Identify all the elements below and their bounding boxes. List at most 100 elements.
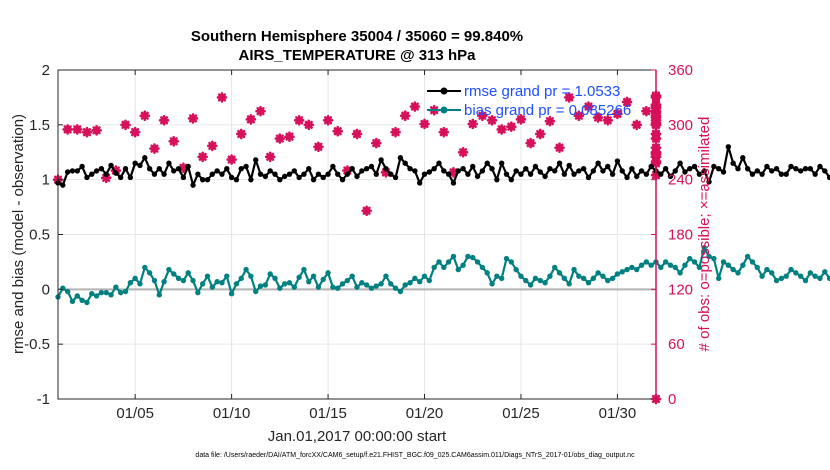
rmse-point-28 [190,182,196,188]
obs-point-57 [602,114,614,126]
legend: rmse grand pr = 1.0533 bias grand pr = 0… [427,83,631,119]
obs-point-41 [448,167,459,178]
bias-point-8 [93,293,100,299]
bias-point-104 [556,270,563,276]
bias-point-73 [407,280,413,286]
rmse-point-62 [354,173,360,180]
bias-point-33 [214,278,220,285]
rmse-point-103 [552,168,558,174]
bias-point-92 [498,275,505,282]
bias-point-120 [634,266,640,273]
rmse-point-1 [60,182,66,188]
bias-point-91 [494,273,500,279]
rmse-point-154 [797,168,804,174]
y-tick-label-left-6: 2 [42,62,50,79]
bias-point-47 [281,281,288,287]
y-tick-label-left-2: 0 [42,281,50,298]
rmse-point-18 [142,155,148,161]
rmse-point-72 [402,160,408,166]
rmse-point-64 [363,166,370,172]
bias-point-60 [344,277,351,284]
rmse-point-109 [580,166,587,172]
rmse-point-56 [325,171,331,177]
bias-point-122 [643,259,650,265]
rmse-point-132 [691,163,698,170]
rmse-point-158 [817,163,823,170]
rmse-point-37 [233,176,240,183]
obs-point-17 [216,92,228,103]
bias-point-156 [807,270,814,276]
rmse-point-157 [812,171,818,177]
bias-point-38 [238,275,244,282]
bias-point-129 [677,270,683,276]
obs-point-46 [496,124,507,135]
bias-point-160 [826,275,830,282]
bias-point-105 [561,275,568,282]
bias-point-157 [812,273,818,279]
bias-point-94 [508,259,515,265]
bias-point-87 [474,259,481,265]
bias-point-61 [349,273,355,279]
bias-point-96 [518,273,524,279]
rmse-point-59 [339,176,346,183]
obs-point-19 [235,128,247,140]
rmse-point-29 [195,171,201,177]
y-axis-left: -1 -0.5 0 0.5 1 1.5 2 [24,62,63,408]
rmse-point-127 [667,173,674,180]
bias-point-85 [465,253,471,260]
rmse-point-119 [629,166,635,172]
obs-point-53 [563,92,575,103]
bias-point-29 [195,289,201,296]
rmse-point-152 [788,163,794,170]
rmse-point-130 [682,169,688,175]
bias-point-15 [127,280,134,286]
rmse-point-34 [219,171,225,177]
bias-point-41 [253,288,259,295]
obs-point-56 [592,112,604,123]
bias-point-123 [648,262,654,268]
obs-point-29 [332,125,344,137]
bias-point-143 [744,253,751,260]
bias-point-128 [672,264,678,271]
rmse-point-156 [807,166,814,172]
chart-title: Southern Hemisphere 35004 / 35060 = 99.8… [191,28,523,45]
rmse-point-88 [479,168,486,174]
bias-point-53 [310,273,317,279]
rmse-point-76 [421,171,428,177]
rmse-point-131 [687,166,693,172]
obs-point-52 [554,142,565,153]
obs-point-50 [534,128,546,140]
rmse-point-7 [89,171,95,177]
y-tick-label-left-3: 0.5 [29,227,50,244]
rmse-point-104 [556,160,563,166]
obs-point-25 [293,114,305,126]
bias-point-138 [720,259,727,265]
rmse-point-49 [291,168,298,174]
obs-point-24 [284,131,295,143]
obs-point-47 [506,121,517,132]
bias-point-40 [248,273,254,279]
bias-point-90 [489,281,495,287]
bias-point-83 [455,266,461,273]
x-axis: 01/05 01/10 01/15 01/20 01/25 01/30 [116,70,636,422]
bias-point-76 [421,273,428,279]
bias-point-20 [151,277,158,284]
rmse-point-14 [122,166,129,172]
rmse-point-148 [769,168,775,174]
bias-point-118 [624,266,630,273]
rmse-point-75 [416,180,423,186]
obs-point-61 [641,105,652,117]
rmse-point-112 [595,160,601,166]
rmse-point-102 [547,166,553,172]
bias-point-44 [267,271,273,277]
obs-point-3 [81,126,93,138]
rmse-point-122 [643,171,650,177]
bias-point-155 [802,277,809,284]
bias-point-93 [503,255,510,262]
obs-point-21 [255,105,266,117]
rmse-point-30 [199,176,206,183]
bias-point-55 [320,276,326,283]
rmse-point-43 [262,173,269,180]
rmse-point-135 [706,179,712,185]
rmse-point-100 [537,169,543,175]
